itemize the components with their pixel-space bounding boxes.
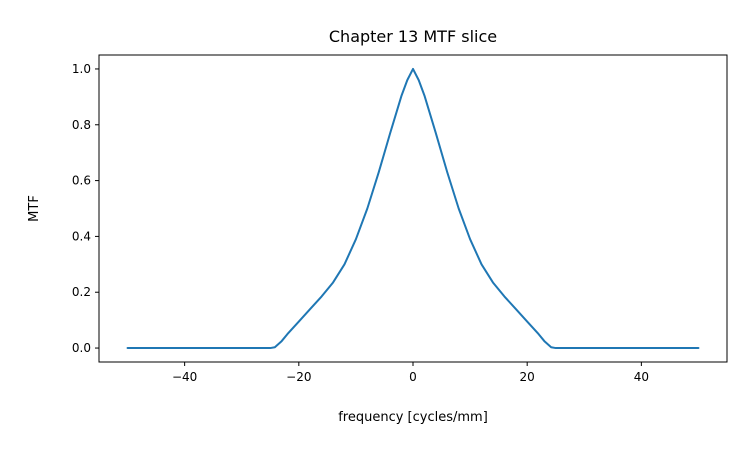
x-tick-label: 0 <box>409 370 417 384</box>
y-axis: 0.0 0.2 0.4 0.6 0.8 1.0 <box>72 62 99 355</box>
x-tick-label: −40 <box>172 370 197 384</box>
y-tick-label: 1.0 <box>72 62 91 76</box>
y-tick-label: 0.0 <box>72 341 91 355</box>
chart-title: Chapter 13 MTF slice <box>329 27 497 46</box>
series-layer <box>126 67 700 350</box>
y-tick-label: 0.6 <box>72 174 91 188</box>
x-tick-label: −20 <box>286 370 311 384</box>
y-tick-label: 0.8 <box>72 118 91 132</box>
y-axis-label: MTF <box>27 195 42 222</box>
x-tick-label: 20 <box>520 370 535 384</box>
y-tick-label: 0.2 <box>72 285 91 299</box>
y-tick-label: 0.4 <box>72 229 91 243</box>
mtf-series-line <box>126 67 700 350</box>
x-axis-label: frequency [cycles/mm] <box>338 410 488 425</box>
plot-area <box>98 54 728 363</box>
x-axis: −40 −20 0 20 40 <box>172 362 649 384</box>
x-tick-label: 40 <box>634 370 649 384</box>
